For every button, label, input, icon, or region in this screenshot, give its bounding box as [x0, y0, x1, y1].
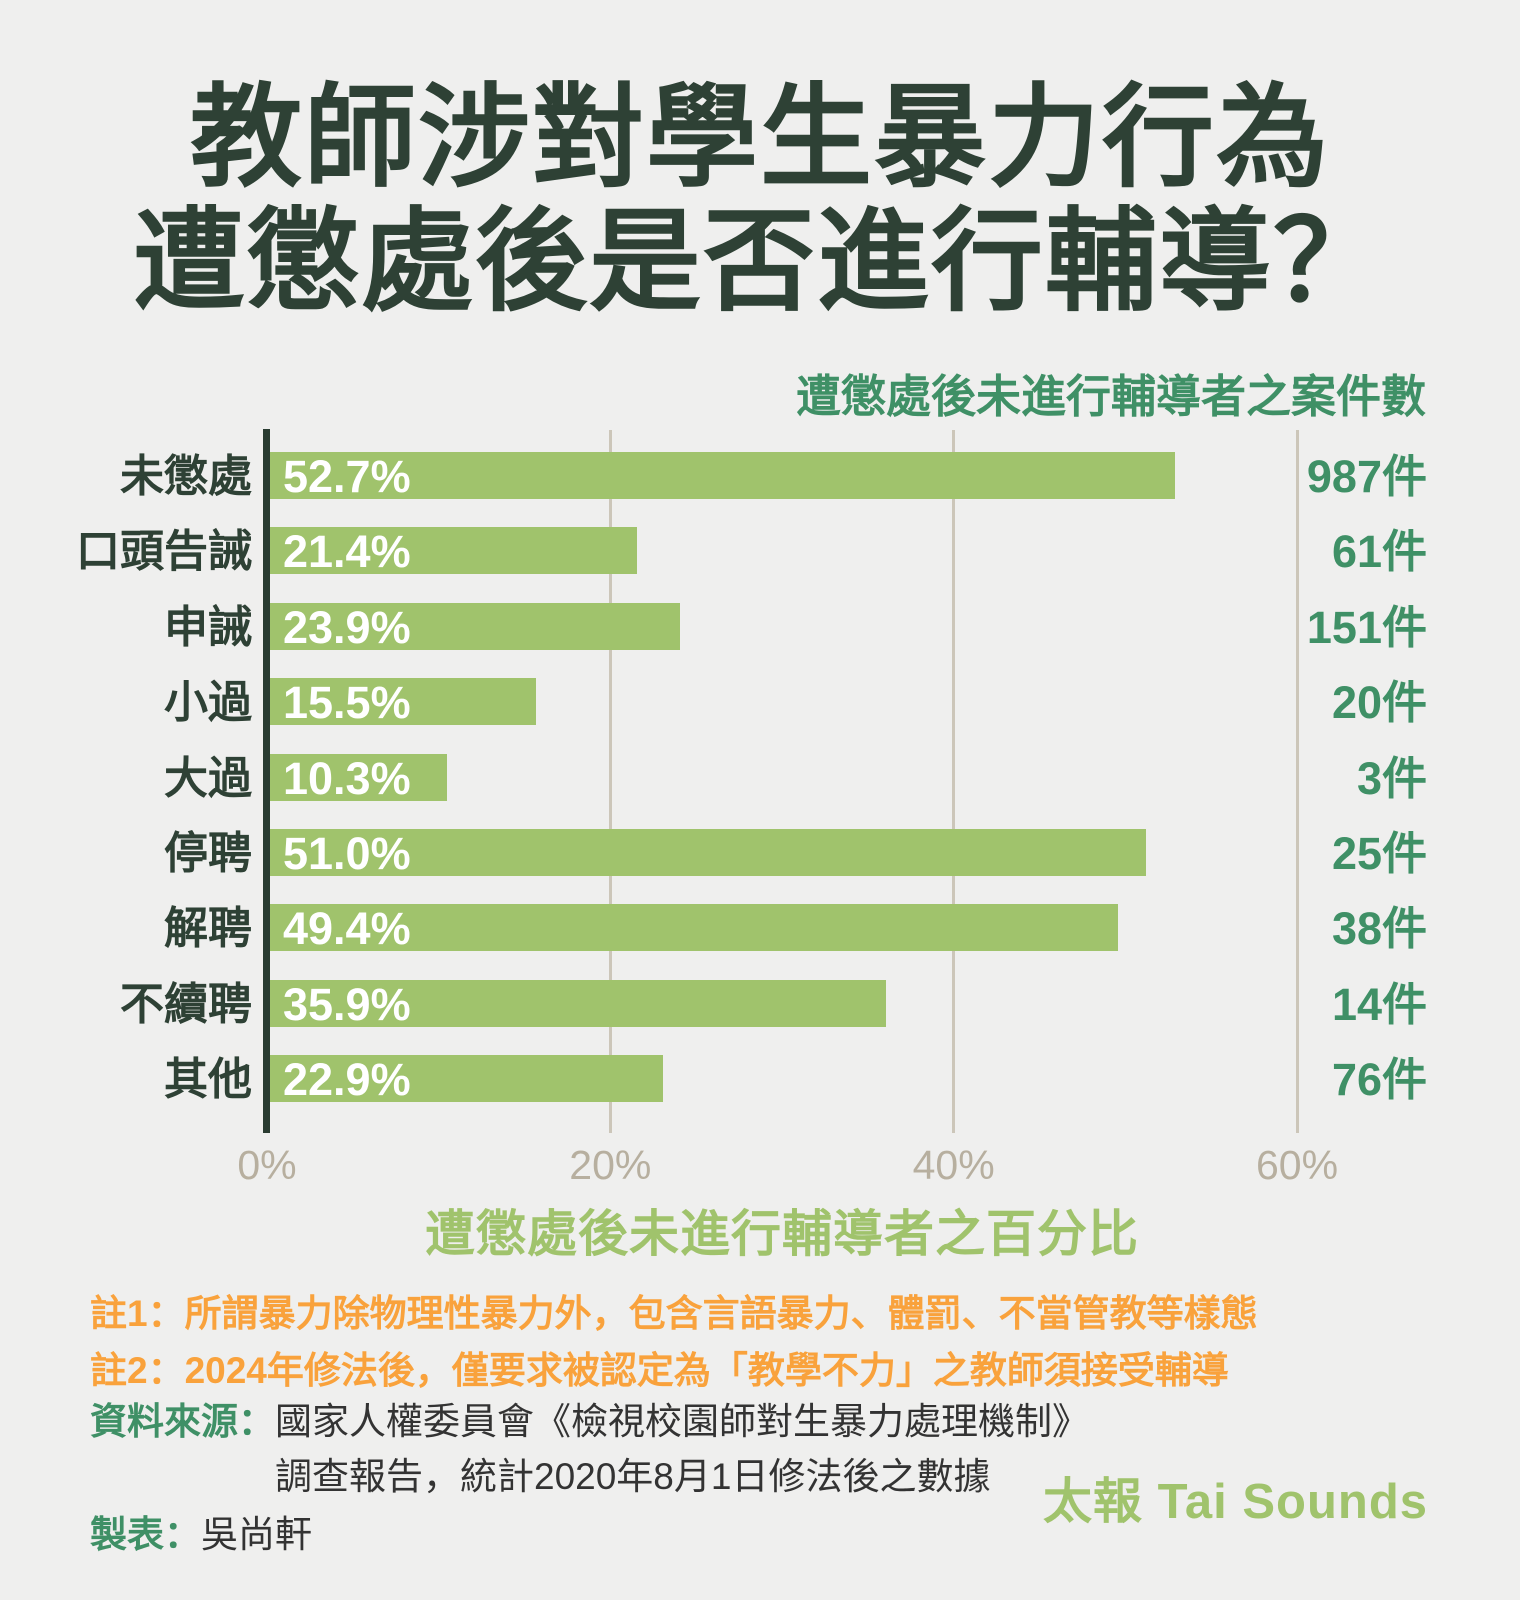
case-count-label: 3件	[1356, 752, 1427, 804]
case-count-label: 14件	[1331, 978, 1427, 1030]
bar-value-label: 22.9%	[283, 1054, 411, 1106]
data-source-text: 國家人權委員會《檢視校園師對生暴力處理機制》 調查報告，統計2020年8月1日修…	[275, 1394, 1089, 1504]
data-source-line-2: 調查報告，統計2020年8月1日修法後之數據	[275, 1456, 991, 1497]
page-title: 教師涉對學生暴力行為 遭懲處後是否進行輔導？	[0, 76, 1520, 324]
credit: 製表：吳尚軒	[90, 1510, 312, 1560]
bar: 15.5%	[270, 677, 537, 729]
bar-value-label: 10.3%	[283, 752, 411, 804]
bar: 49.4%	[270, 903, 1119, 955]
page-title-line-2: 遭懲處後是否進行輔導？	[133, 199, 1387, 324]
tai-sounds-logo: 太報 Tai Sounds	[1042, 1475, 1428, 1529]
credit-name: 吳尚軒	[201, 1514, 312, 1555]
y-axis-line	[263, 429, 270, 1133]
bar: 22.9%	[270, 1054, 664, 1106]
category-label: 申誡	[164, 602, 252, 652]
bar: 51.0%	[270, 828, 1146, 879]
bar-value-label: 49.4%	[283, 903, 411, 955]
x-axis-title: 遭懲處後未進行輔導者之百分比	[425, 1206, 1139, 1262]
category-label: 其他	[164, 1055, 252, 1105]
bar: 10.3%	[270, 752, 447, 804]
case-count-label: 987件	[1306, 451, 1427, 502]
bar-value-label: 35.9%	[283, 978, 411, 1030]
bar: 52.7%	[270, 451, 1175, 502]
category-label: 小過	[164, 678, 252, 728]
case-count-label: 38件	[1331, 903, 1427, 955]
category-label: 不續聘	[120, 979, 252, 1029]
category-label: 解聘	[164, 904, 252, 954]
credit-label: 製表：	[90, 1514, 201, 1555]
bar-value-label: 23.9%	[283, 601, 411, 653]
bar: 21.4%	[270, 526, 638, 578]
bar-value-label: 15.5%	[283, 677, 411, 729]
bar: 35.9%	[270, 978, 887, 1030]
case-count-label: 61件	[1331, 526, 1427, 578]
bar-value-label: 51.0%	[283, 828, 411, 879]
case-count-label: 151件	[1306, 601, 1427, 653]
bar-value-label: 21.4%	[283, 526, 411, 578]
category-label: 口頭告誡	[76, 527, 252, 577]
case-count-label: 76件	[1331, 1054, 1427, 1106]
case-count-label: 20件	[1331, 677, 1427, 729]
bar: 23.9%	[270, 601, 681, 653]
case-count-label: 25件	[1331, 828, 1427, 879]
x-tick-label-0: 0%	[237, 1142, 297, 1188]
category-label: 大過	[164, 753, 252, 803]
category-label: 未懲處	[120, 452, 252, 501]
category-label: 停聘	[164, 829, 252, 878]
note-2: 註2：2024年修法後，僅要求被認定為「教學不力」之教師須接受輔導	[90, 1350, 1229, 1391]
x-tick-label-3: 60%	[1255, 1142, 1339, 1188]
x-tick-label-1: 20%	[569, 1142, 652, 1188]
gridline-20	[608, 430, 612, 1133]
data-source: 資料來源： 國家人權委員會《檢視校園師對生暴力處理機制》 調查報告，統計2020…	[90, 1394, 1089, 1504]
gridline-40	[952, 430, 956, 1133]
bar-value-label: 52.7%	[283, 451, 411, 502]
note-1: 註1：所謂暴力除物理性暴力外，包含言語暴力、體罰、不當管教等樣態	[90, 1293, 1258, 1334]
data-source-line-1: 國家人權委員會《檢視校園師對生暴力處理機制》	[275, 1401, 1089, 1442]
x-tick-label-2: 40%	[912, 1142, 995, 1188]
page-title-line-1: 教師涉對學生暴力行為	[190, 75, 1330, 200]
data-source-label: 資料來源：	[90, 1401, 275, 1442]
gridline-60	[1295, 430, 1299, 1133]
case-count-axis-title: 遭懲處後未進行輔導者之案件數	[795, 371, 1426, 422]
